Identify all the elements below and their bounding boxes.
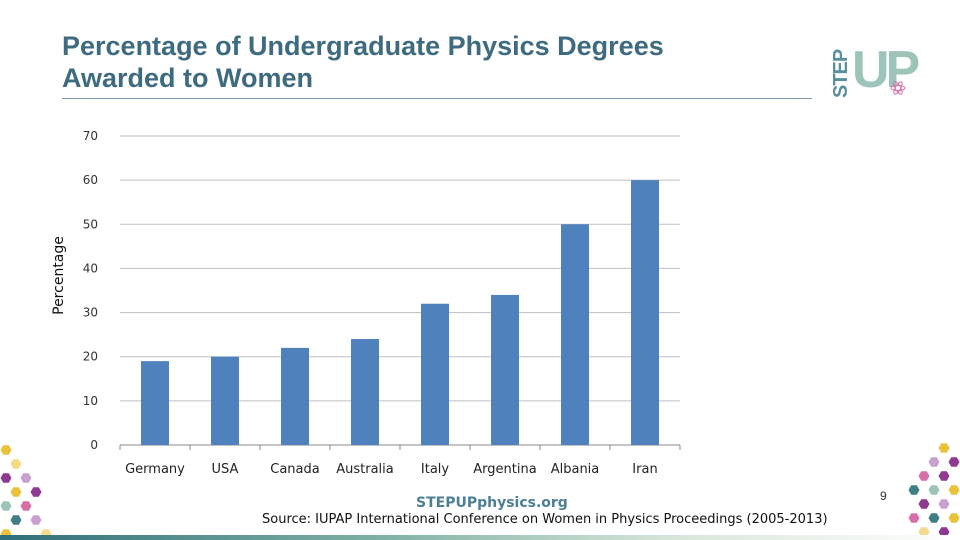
x-tick-label: Germany [125, 462, 185, 477]
x-tick-label: Iran [632, 462, 657, 477]
hexagon-shape [30, 515, 42, 525]
title-divider [62, 98, 812, 99]
y-tick-label: 10 [83, 394, 98, 408]
y-tick-label: 50 [83, 217, 98, 231]
atom-icon [890, 81, 906, 95]
page-number: 9 [880, 489, 887, 503]
hexagon-shape [918, 499, 930, 509]
hexagon-shape [938, 527, 950, 537]
y-tick-label: 70 [83, 129, 98, 143]
x-tick-label: Albania [551, 462, 600, 477]
hexagon-shape [0, 445, 12, 455]
y-axis-title: Percentage [51, 236, 67, 315]
hexagon-shape [948, 485, 960, 495]
y-tick-label: 30 [83, 306, 98, 320]
x-tick-label: Canada [270, 462, 319, 477]
bar-albania [561, 224, 589, 445]
hexagon-shape [0, 473, 12, 483]
hexagon-shape [948, 513, 960, 523]
logo-step-text: STEP [830, 49, 852, 99]
hexagon-decoration-left [0, 445, 52, 539]
source-citation: Source: IUPAP International Conference o… [262, 512, 828, 527]
x-tick-label: USA [212, 462, 239, 477]
hexagon-shape [928, 513, 940, 523]
bar-chart-svg: 0 10 20 30 40 50 60 70 Percentage Germany USA Canad… [51, 129, 681, 477]
x-tick-label: Argentina [473, 462, 536, 477]
bar-canada [281, 347, 309, 445]
bar-chart: 0 10 20 30 40 50 60 70 Percentage Germany USA Canad… [40, 120, 700, 490]
hexagon-shape [918, 527, 930, 537]
logo-up-text: UP [852, 41, 920, 99]
bar-germany [141, 361, 169, 445]
hexagon-shape [908, 485, 920, 495]
bar-iran [631, 180, 659, 445]
bar-usa [211, 356, 239, 445]
hexagon-shape [928, 457, 940, 467]
hexagon-shape [938, 499, 950, 509]
hexagon-shape [918, 471, 930, 481]
hexagon-shape [948, 457, 960, 467]
hexagon-decoration-right [908, 443, 960, 537]
hexagon-shape [938, 443, 950, 453]
bar-australia [351, 339, 379, 445]
hexagon-shape [908, 513, 920, 523]
hexagon-shape [20, 501, 32, 511]
y-tick-label: 60 [83, 173, 98, 187]
x-tick-label: Italy [421, 462, 450, 477]
bar-argentina [491, 294, 519, 445]
hexagon-shape [20, 473, 32, 483]
slide-title: Percentage of Undergraduate Physics Degr… [62, 31, 664, 93]
stepup-logo: STEP UP [828, 41, 920, 102]
hexagon-shape [10, 459, 22, 469]
hexagon-shape [0, 501, 12, 511]
x-tick-label: Australia [336, 462, 394, 477]
y-tick-label: 0 [90, 438, 98, 452]
hexagon-shape [30, 487, 42, 497]
hexagon-shape [928, 485, 940, 495]
y-tick-label: 40 [83, 261, 98, 275]
hexagon-shape [10, 487, 22, 497]
hexagon-shape [938, 471, 950, 481]
bar-italy [421, 303, 449, 445]
footer-bar [0, 535, 960, 540]
site-name: STEPUPphysics.org [416, 495, 568, 511]
y-tick-label: 20 [83, 350, 98, 364]
hexagon-shape [10, 515, 22, 525]
